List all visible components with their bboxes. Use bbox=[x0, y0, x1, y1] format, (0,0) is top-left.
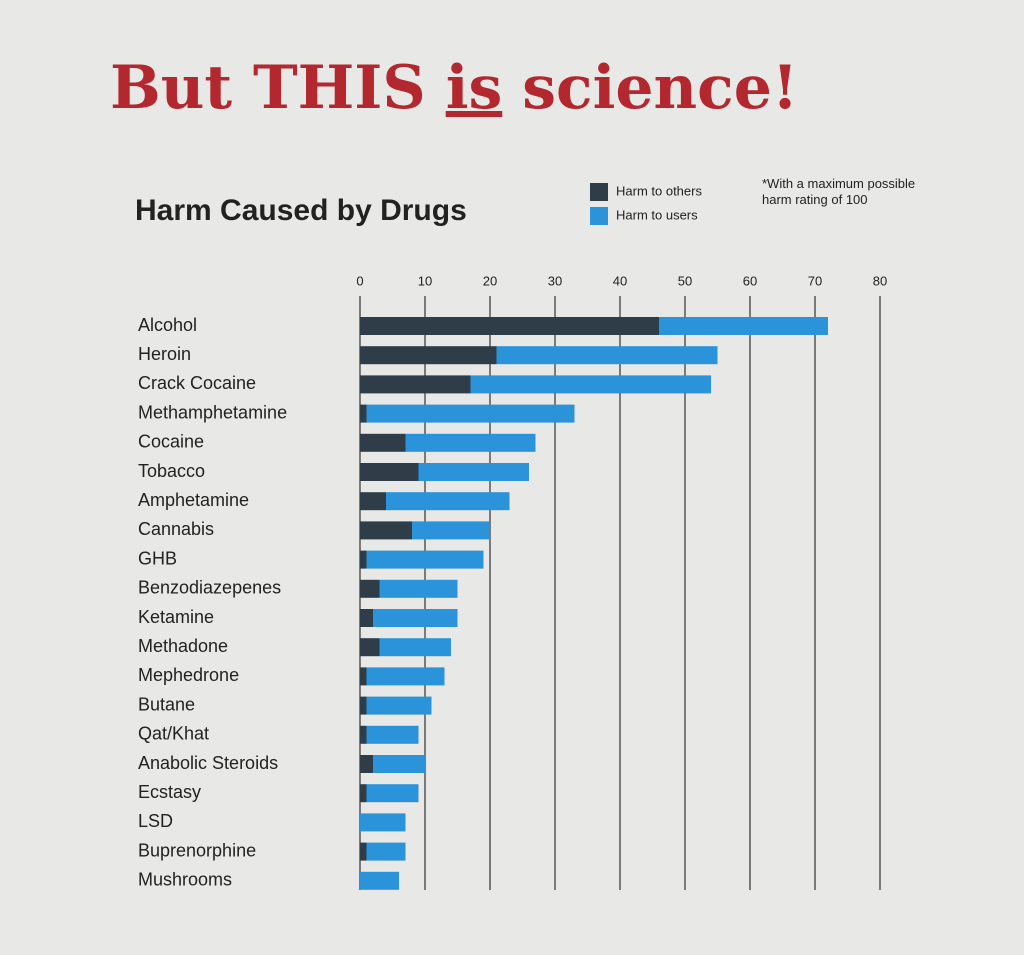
bar-segment bbox=[360, 375, 471, 394]
bar-segment bbox=[366, 550, 484, 569]
bar-segment bbox=[386, 492, 510, 511]
category-label: Methadone bbox=[138, 636, 228, 656]
bar-segment bbox=[366, 667, 445, 686]
bar-segment bbox=[360, 813, 406, 832]
bar-segment bbox=[360, 871, 399, 890]
bar-segment bbox=[360, 842, 367, 861]
banner-part: science! bbox=[522, 53, 798, 123]
bar-segment bbox=[360, 609, 373, 627]
x-tick-label: 80 bbox=[873, 273, 887, 288]
legend-label: Harm to users bbox=[616, 207, 698, 222]
bar-segment bbox=[360, 550, 367, 569]
bar-segment bbox=[360, 638, 380, 657]
category-label: Ketamine bbox=[138, 607, 214, 627]
category-label: GHB bbox=[138, 548, 177, 568]
bar-segment bbox=[379, 579, 458, 598]
bar-segment bbox=[659, 317, 828, 335]
bar-segment bbox=[496, 346, 718, 365]
category-label: Heroin bbox=[138, 344, 191, 364]
category-label: Amphetamine bbox=[138, 490, 249, 510]
category-label: Alcohol bbox=[138, 315, 197, 335]
bar-segment bbox=[360, 667, 367, 686]
x-tick-label: 30 bbox=[548, 273, 562, 288]
x-tick-label: 70 bbox=[808, 273, 822, 288]
bar-segment bbox=[470, 375, 711, 394]
bar-segment bbox=[366, 696, 432, 715]
bar-segment bbox=[360, 463, 419, 481]
bar-segment bbox=[360, 492, 386, 511]
category-label: Anabolic Steroids bbox=[138, 753, 278, 773]
banner-emphasis: is bbox=[446, 53, 503, 123]
note: *With a maximum possible harm rating of … bbox=[762, 176, 916, 207]
category-label: Butane bbox=[138, 694, 195, 714]
x-tick-label: 40 bbox=[613, 273, 627, 288]
category-label: Cocaine bbox=[138, 432, 204, 452]
category-label: Methamphetamine bbox=[138, 402, 287, 422]
bar-segment bbox=[366, 842, 406, 861]
x-tick-label: 0 bbox=[356, 273, 363, 288]
bar-segment bbox=[373, 609, 458, 627]
category-label: Cannabis bbox=[138, 519, 214, 539]
bar-segment bbox=[360, 755, 373, 773]
bar-segment bbox=[360, 696, 367, 715]
x-tick-label: 10 bbox=[418, 273, 432, 288]
bar-segment bbox=[373, 755, 425, 773]
banner: But THIS is science! bbox=[110, 53, 798, 123]
note-box: *With a maximum possible harm rating of … bbox=[762, 176, 916, 207]
bar-segment bbox=[366, 784, 419, 803]
category-label: Tobacco bbox=[138, 461, 205, 481]
bar-segment bbox=[412, 521, 490, 540]
legend-label: Harm to others bbox=[616, 183, 702, 198]
bar-segment bbox=[366, 404, 575, 423]
category-label: Buprenorphine bbox=[138, 840, 256, 860]
category-label: Crack Cocaine bbox=[138, 373, 256, 393]
category-label: Qat/Khat bbox=[138, 724, 209, 744]
bar-segment bbox=[360, 404, 367, 423]
category-label: Mephedrone bbox=[138, 665, 239, 685]
x-tick-label: 20 bbox=[483, 273, 497, 288]
bar-segment bbox=[360, 346, 497, 365]
bar-segment bbox=[366, 725, 419, 744]
bar-segment bbox=[360, 317, 659, 335]
category-label: LSD bbox=[138, 811, 173, 831]
banner-part: But THIS bbox=[110, 53, 426, 123]
bar-segment bbox=[360, 725, 367, 744]
category-label: Benzodiazepenes bbox=[138, 578, 281, 598]
x-tick-label: 50 bbox=[678, 273, 692, 288]
bar-segment bbox=[379, 638, 451, 657]
bar-segment bbox=[418, 463, 529, 481]
bar-segment bbox=[360, 521, 412, 540]
legend-swatch bbox=[590, 183, 608, 201]
chart-title: Harm Caused by Drugs bbox=[135, 194, 467, 227]
category-label: Mushrooms bbox=[138, 870, 232, 890]
category-label: Ecstasy bbox=[138, 782, 201, 802]
x-tick-label: 60 bbox=[743, 273, 757, 288]
bar-segment bbox=[360, 784, 367, 803]
bar-segment bbox=[405, 433, 536, 452]
legend-swatch bbox=[590, 207, 608, 225]
bar-segment bbox=[360, 433, 406, 452]
bar-segment bbox=[360, 579, 380, 598]
